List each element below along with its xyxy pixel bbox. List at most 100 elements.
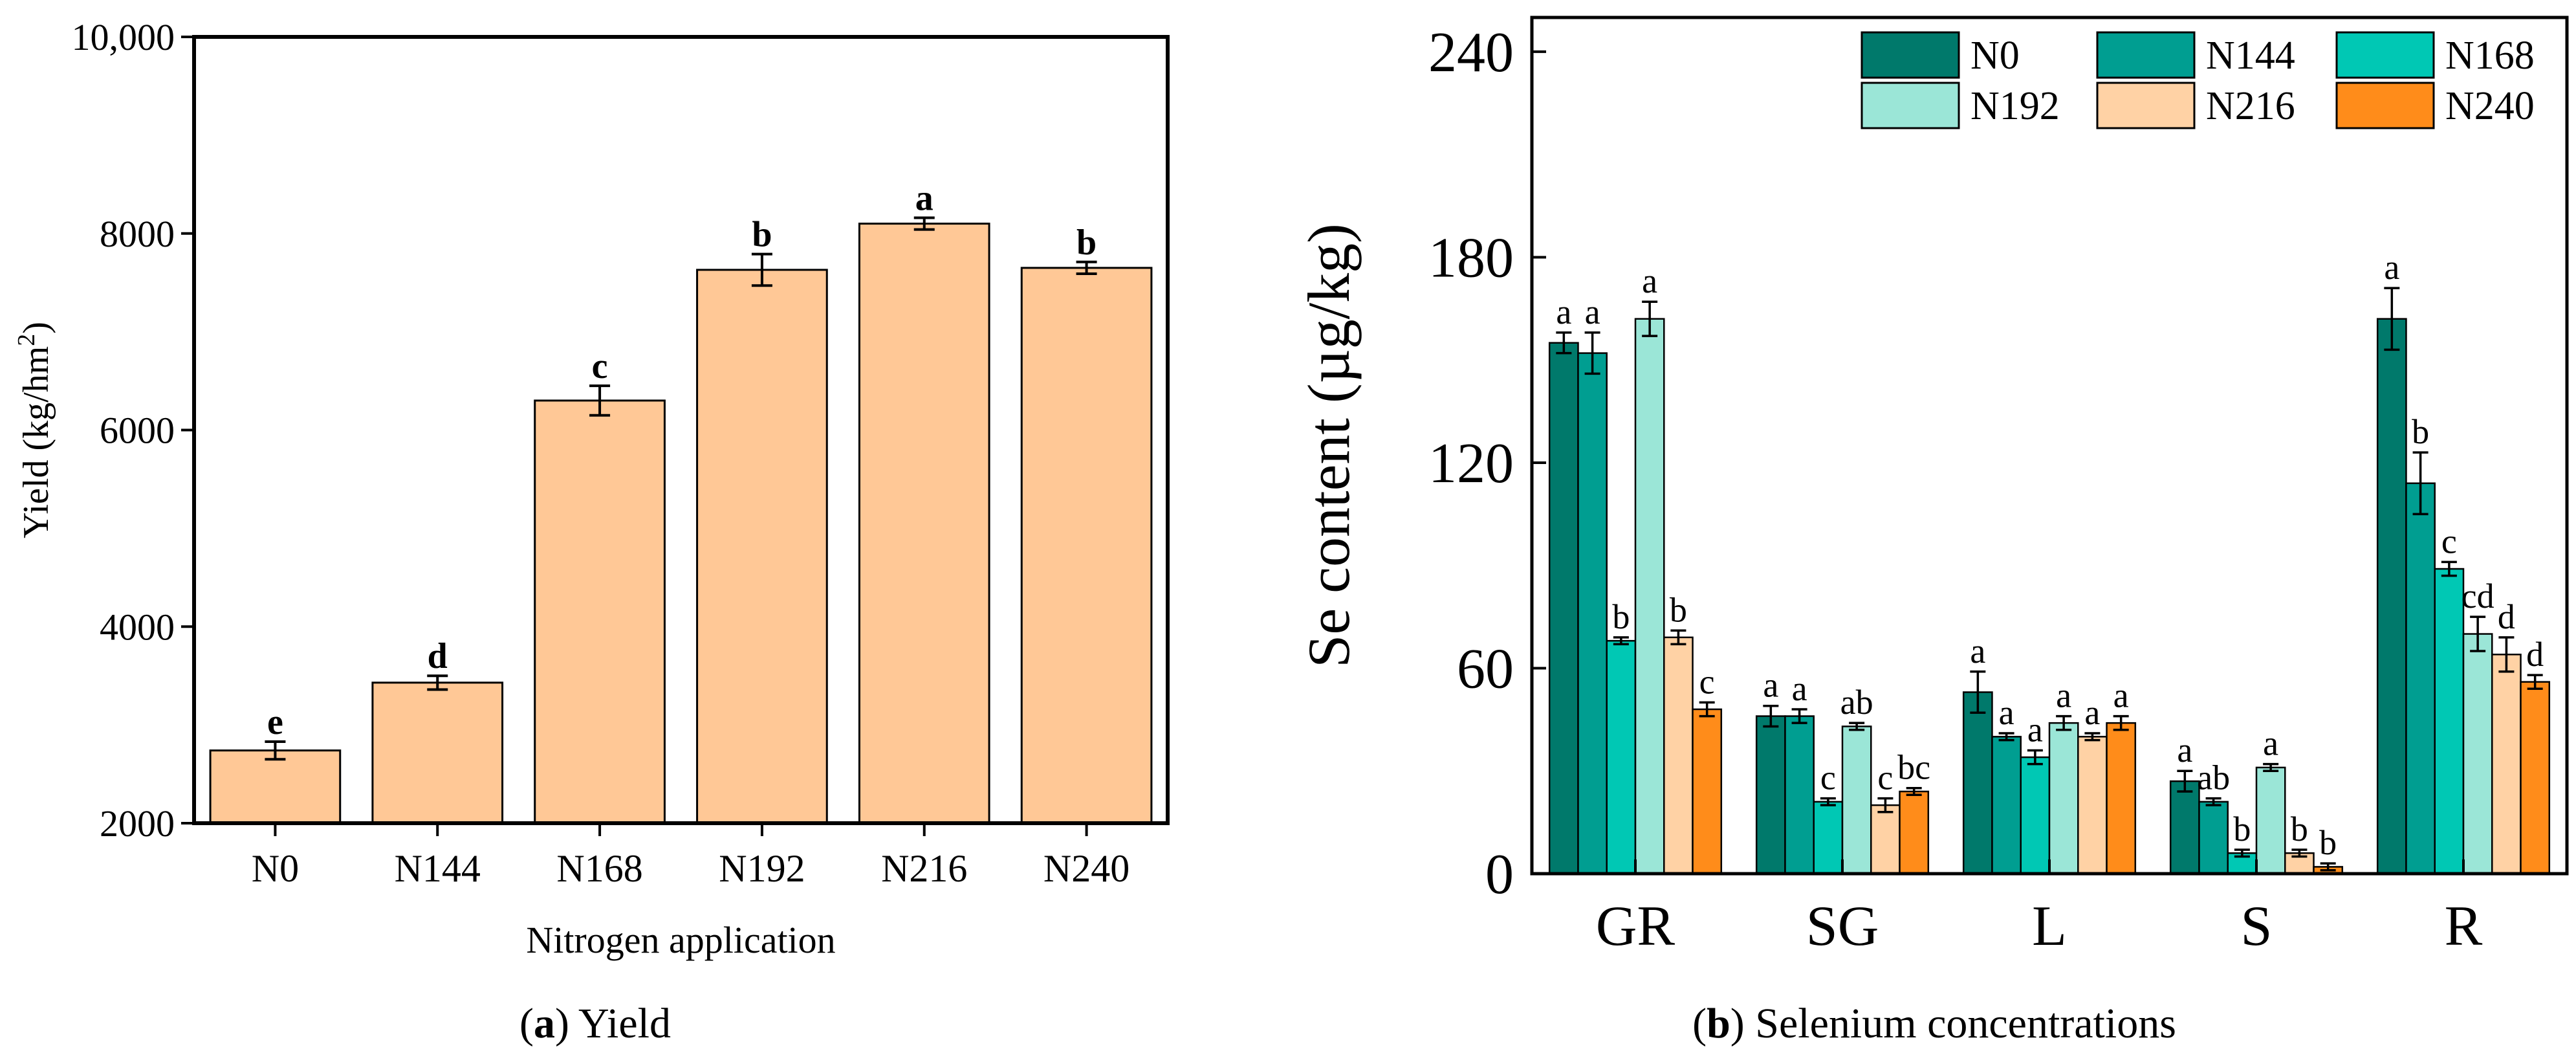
se-bar-sg-n168 bbox=[1813, 801, 1844, 875]
se-error-bar-gr-n216 bbox=[1670, 629, 1686, 646]
se-x-tick-label-gr: GR bbox=[1596, 895, 1675, 958]
selenium-y-axis: 0 60 120 180 240 bbox=[1428, 21, 1546, 906]
se-letter-s-n240: b bbox=[2319, 823, 2337, 862]
se-bar-sg-n216 bbox=[1870, 804, 1901, 875]
se-x-tick-label-sg: SG bbox=[1806, 895, 1879, 958]
yield-x-tick-label-n168: N168 bbox=[556, 847, 642, 890]
se-error-bar-s-n0 bbox=[2177, 769, 2193, 793]
yield-y-tick-label: 8000 bbox=[100, 213, 175, 255]
yield-y-label-main: Yield (kg/hm bbox=[16, 346, 56, 538]
se-bar-r-n192 bbox=[2462, 633, 2493, 875]
yield-x-tick-label-n240: N240 bbox=[1043, 847, 1130, 890]
se-error-bar-r-n168 bbox=[2441, 560, 2457, 577]
se-error-bar-r-n144 bbox=[2412, 451, 2429, 516]
se-letter-s-n144: ab bbox=[2197, 758, 2230, 797]
se-error-bar-r-n240 bbox=[2527, 674, 2543, 690]
yield-error-bar-n216 bbox=[913, 216, 935, 231]
se-letter-l-n168: a bbox=[2027, 710, 2043, 749]
yield-y-tick-label: 4000 bbox=[100, 606, 175, 648]
yield-letter-n0: e bbox=[267, 702, 283, 742]
se-bar-l-n240 bbox=[2106, 722, 2137, 875]
se-letter-l-n0: a bbox=[1970, 632, 1985, 670]
se-letter-sg-n0: a bbox=[1763, 666, 1778, 705]
selenium-caption-letter: b bbox=[1707, 1000, 1730, 1047]
se-bar-gr-n216 bbox=[1663, 636, 1694, 875]
se-error-bar-s-n216 bbox=[2291, 848, 2308, 858]
yield-y-axis: 2000 4000 6000 8000 10,000 bbox=[72, 16, 194, 845]
yield-chart: e d c b a b 2000 4000 6000 8000 10,000 N0 N144 N168… bbox=[13, 16, 1170, 1047]
se-letter-l-n240: a bbox=[2113, 676, 2129, 715]
se-error-bar-sg-n0 bbox=[1763, 704, 1779, 728]
se-letter-s-n192: a bbox=[2263, 724, 2278, 763]
yield-error-bar-n240 bbox=[1076, 260, 1097, 276]
se-bar-sg-n192 bbox=[1841, 725, 1872, 875]
yield-letter-n216: a bbox=[915, 178, 933, 218]
se-error-bar-sg-n192 bbox=[1849, 722, 1865, 731]
yield-caption-text: Yield bbox=[569, 1000, 671, 1047]
yield-bar-n168 bbox=[534, 399, 666, 824]
se-y-tick-label: 0 bbox=[1485, 843, 1514, 906]
se-bar-l-n0 bbox=[1962, 691, 1993, 875]
se-error-bar-l-n240 bbox=[2113, 714, 2129, 731]
selenium-y-axis-label: Se content (µg/kg) bbox=[1296, 223, 1362, 668]
se-letter-r-n144: b bbox=[2412, 412, 2429, 451]
se-letter-s-n216: b bbox=[2291, 810, 2308, 848]
se-error-bar-s-n240 bbox=[2320, 862, 2336, 872]
se-bar-l-n216 bbox=[2077, 736, 2108, 875]
se-bar-r-n168 bbox=[2434, 568, 2465, 875]
yield-caption-letter: a bbox=[534, 1000, 555, 1047]
se-bar-sg-n240 bbox=[1899, 790, 1930, 875]
se-error-bar-sg-n144 bbox=[1791, 708, 1807, 724]
se-error-bar-l-n0 bbox=[1970, 670, 1986, 714]
yield-bars bbox=[209, 223, 1153, 824]
yield-significance-letters: e d c b a b bbox=[267, 178, 1097, 742]
se-error-bar-l-n216 bbox=[2084, 732, 2101, 742]
se-error-bar-r-n0 bbox=[2384, 287, 2400, 351]
yield-bar-n144 bbox=[371, 681, 504, 824]
yield-y-axis-label: Yield (kg/hm2) bbox=[13, 322, 56, 538]
yield-bar-n240 bbox=[1020, 267, 1153, 824]
yield-x-axis: N0 N144 N168 N192 N216 N240 bbox=[252, 823, 1130, 890]
legend-label-n0: N0 bbox=[1970, 34, 2020, 78]
se-letter-r-n192: cd bbox=[2461, 577, 2494, 615]
se-x-tick-label-s: S bbox=[2241, 895, 2273, 958]
se-letter-s-n168: b bbox=[2233, 810, 2251, 848]
yield-caption: (a) Yield bbox=[519, 1000, 671, 1047]
se-error-bar-gr-n144 bbox=[1584, 331, 1600, 375]
se-error-bar-gr-n168 bbox=[1613, 636, 1629, 646]
yield-error-bar-n168 bbox=[589, 384, 611, 417]
se-letter-gr-n192: a bbox=[1642, 261, 1657, 300]
legend-label-n240: N240 bbox=[2445, 84, 2535, 128]
se-bar-r-n0 bbox=[2376, 318, 2407, 875]
se-letter-r-n216: d bbox=[2498, 597, 2515, 636]
yield-error-bar-n192 bbox=[751, 252, 772, 287]
se-letter-sg-n192: ab bbox=[1840, 683, 1873, 722]
yield-letter-n240: b bbox=[1076, 223, 1097, 263]
se-error-bar-s-n144 bbox=[2205, 797, 2221, 806]
yield-bar-n0 bbox=[209, 749, 342, 824]
selenium-x-axis: GR SG L S R bbox=[1596, 859, 2483, 958]
se-bar-gr-n0 bbox=[1548, 342, 1579, 875]
se-bar-gr-n144 bbox=[1577, 352, 1608, 875]
yield-error-bars bbox=[265, 216, 1097, 761]
se-bar-r-n144 bbox=[2405, 482, 2436, 875]
se-y-tick-label: 120 bbox=[1428, 432, 1514, 495]
se-error-bar-s-n168 bbox=[2234, 848, 2250, 858]
legend-label-n168: N168 bbox=[2445, 34, 2535, 78]
se-bar-l-n168 bbox=[2020, 756, 2051, 875]
yield-x-axis-label: Nitrogen application bbox=[526, 919, 835, 961]
se-letter-sg-n168: c bbox=[1820, 758, 1836, 797]
se-letter-sg-n240: bc bbox=[1897, 748, 1930, 787]
se-bar-gr-n192 bbox=[1634, 318, 1665, 875]
yield-x-tick-label-n144: N144 bbox=[395, 847, 481, 890]
yield-bar-n216 bbox=[858, 223, 990, 824]
se-y-tick-label: 60 bbox=[1457, 637, 1514, 700]
yield-x-tick-label-n0: N0 bbox=[252, 847, 299, 890]
se-bar-l-n144 bbox=[1991, 736, 2022, 875]
se-bar-sg-n0 bbox=[1755, 715, 1786, 875]
se-bar-s-n0 bbox=[2169, 780, 2200, 875]
se-bar-r-n216 bbox=[2491, 654, 2522, 875]
